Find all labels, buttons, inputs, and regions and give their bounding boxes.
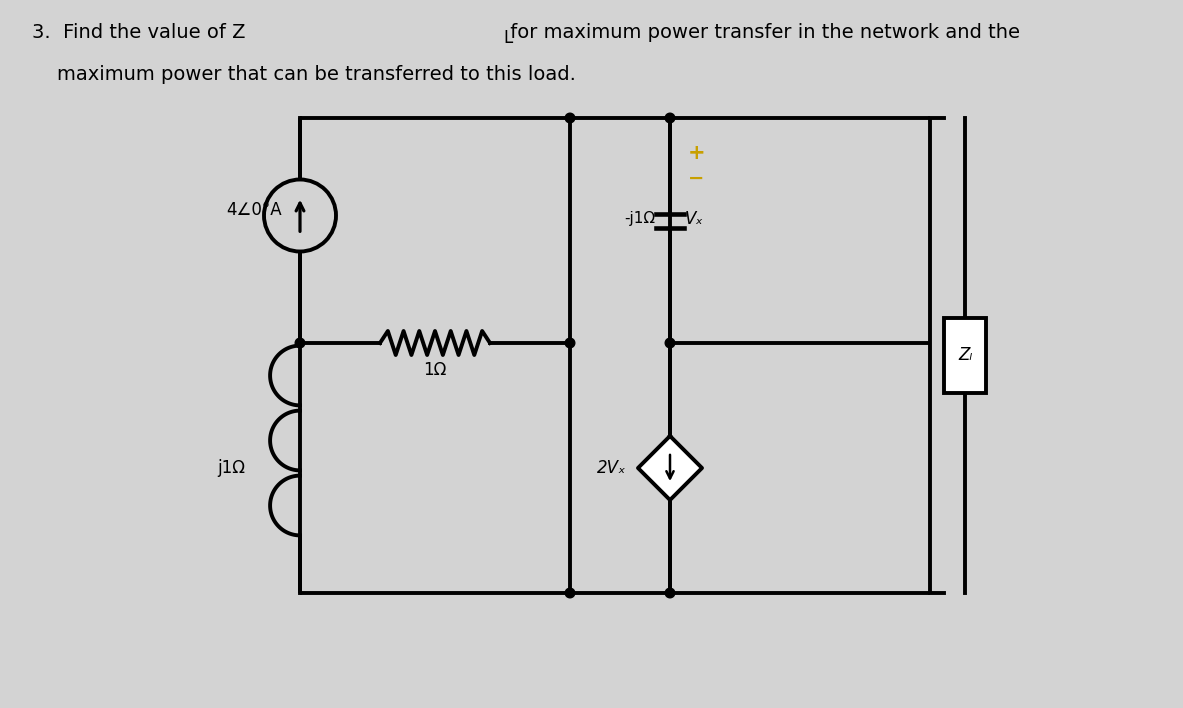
Circle shape: [296, 338, 305, 348]
Text: for maximum power transfer in the network and the: for maximum power transfer in the networ…: [504, 23, 1020, 42]
Circle shape: [565, 113, 575, 122]
Text: 3.  Find the value of Z: 3. Find the value of Z: [32, 23, 246, 42]
Text: Zₗ: Zₗ: [958, 346, 972, 365]
Circle shape: [565, 338, 575, 348]
Circle shape: [665, 588, 674, 598]
Text: 2Vₓ: 2Vₓ: [596, 459, 626, 477]
Text: maximum power that can be transferred to this load.: maximum power that can be transferred to…: [32, 65, 576, 84]
Text: −: −: [689, 169, 704, 188]
Text: -j1Ω: -j1Ω: [623, 211, 655, 226]
Text: j1Ω: j1Ω: [216, 459, 245, 477]
Text: +: +: [689, 143, 705, 163]
Circle shape: [665, 338, 674, 348]
Text: Vₓ: Vₓ: [685, 210, 704, 227]
Circle shape: [665, 113, 674, 122]
Text: L: L: [503, 29, 512, 47]
Circle shape: [565, 588, 575, 598]
Circle shape: [264, 180, 336, 251]
FancyBboxPatch shape: [944, 318, 985, 393]
Text: 4∠0°A: 4∠0°A: [226, 202, 282, 219]
Text: 1Ω: 1Ω: [424, 361, 447, 379]
Polygon shape: [638, 436, 702, 500]
